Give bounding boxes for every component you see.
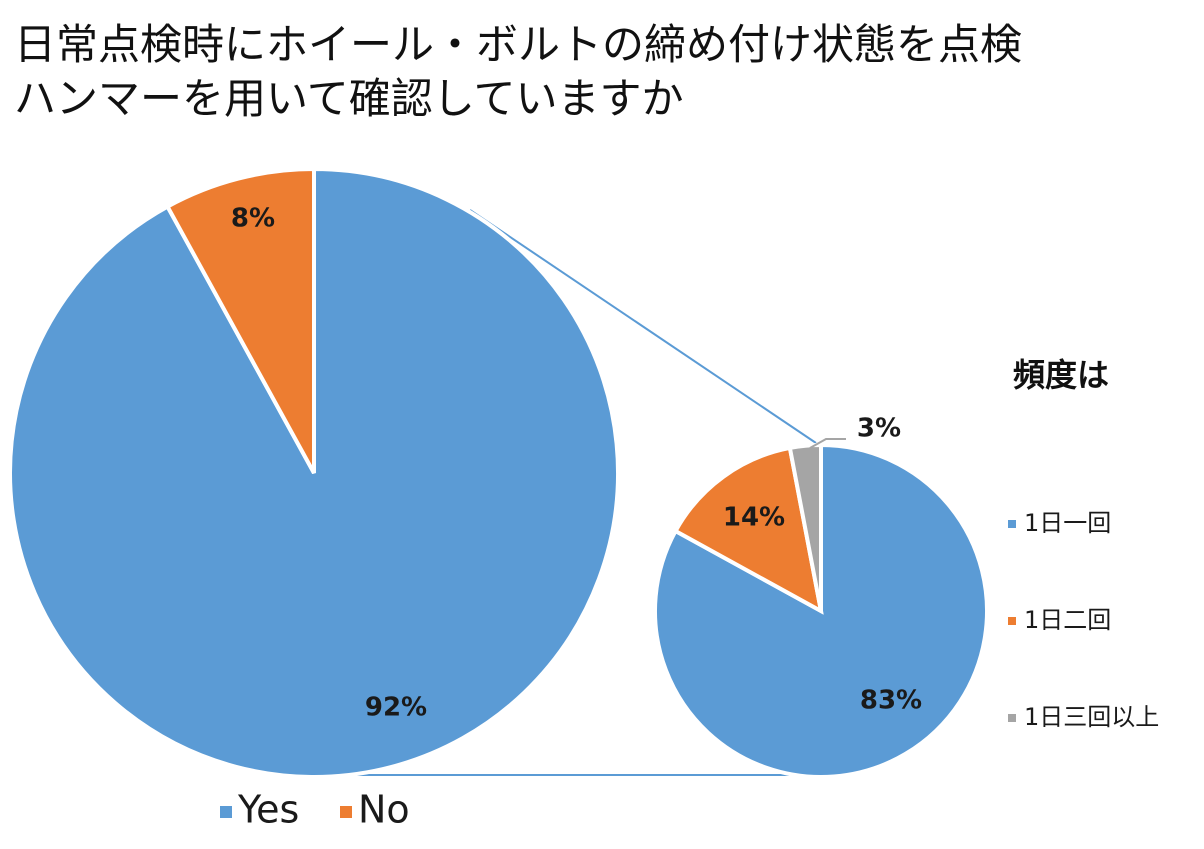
main-pie-slice-2 <box>164 166 316 474</box>
legend-item-yes: Yes <box>220 788 299 832</box>
data-labels: 92% 8% 83% 14% 3% <box>231 204 922 723</box>
sub-legend-item-2: 1日二回 <box>1008 606 1111 634</box>
legend-label: 1日一回 <box>1024 509 1111 537</box>
legend-swatch <box>1008 617 1016 625</box>
sub-pie-label-1: 83% <box>860 686 922 716</box>
connector-line-top <box>469 209 817 444</box>
sub-pie-label-3: 3% <box>857 414 901 444</box>
sub-legend: 1日一回 1日二回 1日三回以上 <box>1008 509 1159 731</box>
sub-pie-title: 頻度は <box>1013 356 1109 394</box>
main-pie-label-1: 92% <box>365 693 427 723</box>
legend-label: No <box>358 788 410 832</box>
sub-pie-label-2: 14% <box>723 503 785 533</box>
sub-pie-leader-line <box>809 438 846 449</box>
sub-legend-item-3: 1日三回以上 <box>1008 703 1159 731</box>
legend-swatch <box>340 806 352 818</box>
sub-legend-item-1: 1日一回 <box>1008 509 1111 537</box>
legend-item-no: No <box>340 788 410 832</box>
legend-swatch <box>1008 520 1016 528</box>
connector-lines <box>314 209 817 776</box>
legend-label: 1日三回以上 <box>1024 703 1159 731</box>
sub-pie-slice-3 <box>787 442 823 612</box>
legend-swatch <box>1008 714 1016 722</box>
chart-title-line-2: ハンマーを用いて確認していますか <box>14 74 684 123</box>
legend-label: Yes <box>237 788 299 832</box>
legend-label: 1日二回 <box>1024 606 1111 634</box>
main-pie <box>8 166 620 779</box>
sub-pie-slice-2 <box>672 445 824 615</box>
chart-title: 日常点検時にホイール・ボルトの締め付け状態を点検 ハンマーを用いて確認しています… <box>14 18 1022 126</box>
main-legend: Yes No <box>220 788 410 832</box>
main-pie-label-2: 8% <box>231 204 275 234</box>
sub-pie <box>653 442 989 779</box>
chart-title-line-1: 日常点検時にホイール・ボルトの締め付け状態を点検 <box>14 20 1023 69</box>
legend-swatch <box>220 806 232 818</box>
